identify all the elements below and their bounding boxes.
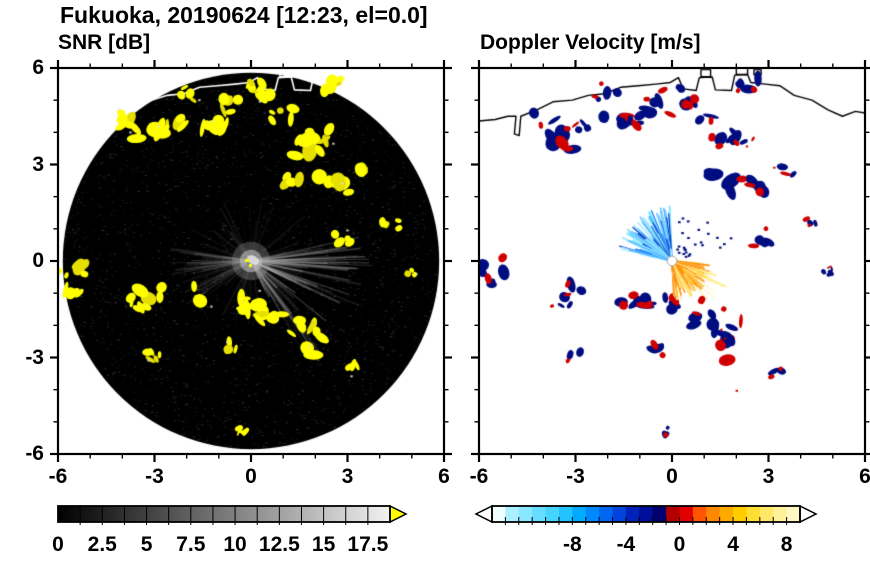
velocity-panel-title: Doppler Velocity [m/s] bbox=[480, 31, 701, 54]
snr-ppi-image bbox=[58, 68, 444, 454]
velocity-colorbar-label: -8 bbox=[563, 533, 582, 556]
x-axis-tick-label: 3 bbox=[762, 465, 775, 488]
velocity-colorbar-label: 8 bbox=[780, 533, 793, 556]
x-axis-tick-label: 0 bbox=[666, 465, 678, 488]
snr-colorbar-label: 0 bbox=[52, 533, 64, 556]
x-axis-tick-label: 0 bbox=[245, 465, 257, 488]
y-axis-tick-label: 3 bbox=[32, 152, 44, 176]
y-axis-tick-label: 6 bbox=[32, 56, 44, 79]
velocity-colorbar-label: -4 bbox=[616, 533, 636, 556]
figure-title: Fukuoka, 20190624 [12:23, el=0.0] bbox=[60, 2, 428, 28]
snr-colorbar-label: 7.5 bbox=[176, 533, 206, 556]
snr-colorbar bbox=[57, 504, 408, 525]
x-axis-tick-label: -3 bbox=[566, 465, 585, 488]
snr-axes bbox=[50, 60, 452, 462]
y-axis-tick-label: -6 bbox=[25, 442, 44, 465]
y-axis-tick-label: 0 bbox=[32, 249, 44, 272]
x-axis-tick-label: 3 bbox=[341, 465, 354, 488]
snr-colorbar-label: 10 bbox=[223, 533, 247, 556]
x-axis-tick-label: -6 bbox=[469, 465, 489, 488]
velocity-colorbar-label: 4 bbox=[727, 533, 739, 556]
snr-panel-title: SNR [dB] bbox=[58, 31, 151, 54]
snr-colorbar-label: 15 bbox=[311, 533, 336, 556]
snr-colorbar-label: 5 bbox=[140, 533, 153, 556]
x-axis-tick-label: 6 bbox=[859, 465, 870, 488]
x-axis-tick-label: -3 bbox=[145, 465, 164, 488]
x-axis-tick-label: 6 bbox=[438, 465, 450, 488]
snr-colorbar-label: 2.5 bbox=[87, 533, 117, 556]
snr-colorbar-label: 17.5 bbox=[347, 533, 389, 556]
velocity-ppi-image bbox=[479, 68, 865, 454]
snr-colorbar-label: 12.5 bbox=[258, 533, 300, 556]
velocity-colorbar bbox=[474, 504, 818, 525]
velocity-colorbar-label: 0 bbox=[673, 533, 686, 556]
y-axis-tick-label: -3 bbox=[25, 345, 44, 369]
x-axis-tick-label: -6 bbox=[48, 465, 68, 488]
velocity-axes bbox=[471, 60, 870, 462]
